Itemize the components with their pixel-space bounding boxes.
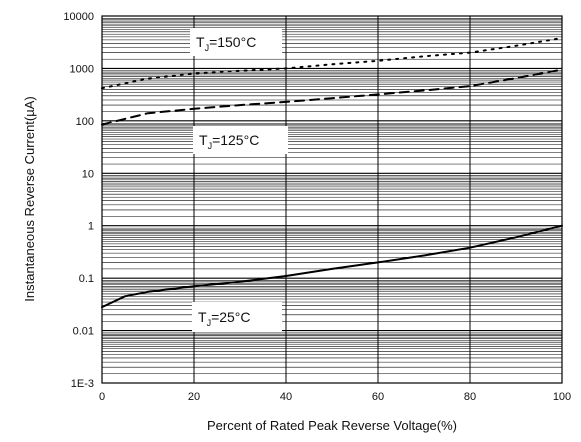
x-tick-label: 60 [372, 391, 384, 403]
x-tick-label: 80 [464, 391, 476, 403]
x-tick-label: 100 [553, 391, 571, 403]
x-tick-label: 0 [99, 391, 105, 403]
y-tick-label: 1 [88, 221, 94, 233]
grid [102, 16, 562, 383]
x-tick-label: 40 [280, 391, 292, 403]
annotation-label: TJ=125°C [193, 126, 288, 154]
y-tick-labels: 1E-3 0.01 0.1 1 10 100 1000 10000 [63, 11, 94, 390]
x-tick-labels: 0 20 40 60 80 100 [99, 391, 571, 403]
x-tick-label: 20 [188, 391, 200, 403]
y-tick-label: 1000 [70, 63, 94, 75]
y-tick-label: 1E-3 [71, 378, 94, 390]
y-tick-label: 10 [82, 168, 94, 180]
y-axis-label: Instantaneous Reverse Current(µA) [22, 96, 37, 301]
annotation-label: TJ=25°C [192, 302, 282, 332]
y-tick-label: 100 [76, 116, 94, 128]
y-tick-label: 10000 [63, 11, 94, 23]
annotation-label: TJ=150°C [190, 28, 282, 56]
series-line-tj150 [102, 38, 562, 88]
x-axis-label: Percent of Rated Peak Reverse Voltage(%) [207, 418, 457, 433]
series-line-tj125 [102, 70, 562, 125]
series-line-tj25 [102, 226, 562, 307]
y-tick-label: 0.1 [79, 273, 94, 285]
y-tick-label: 0.01 [73, 326, 94, 338]
